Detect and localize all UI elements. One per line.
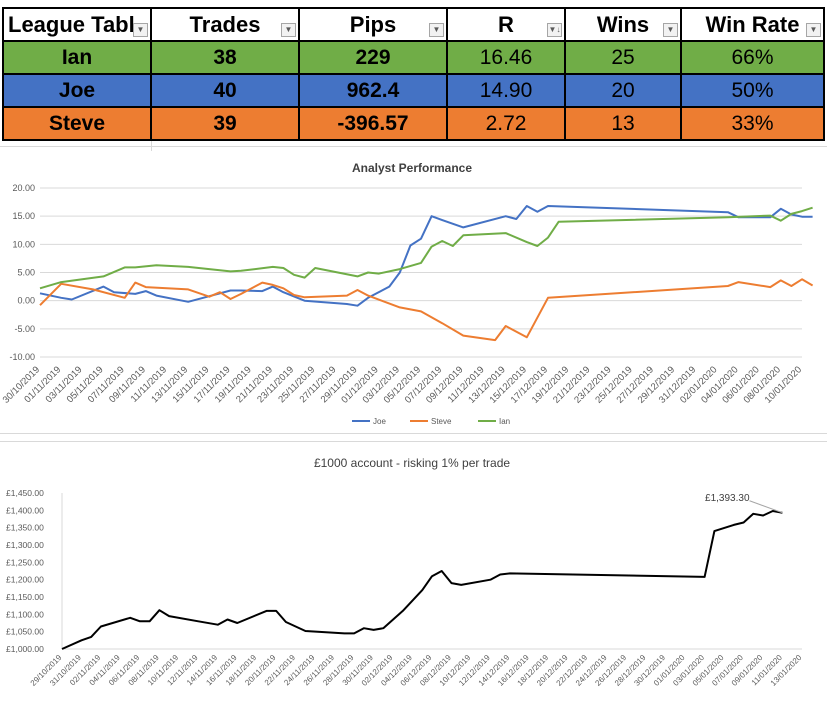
cell-wins[interactable]: 13: [564, 106, 682, 141]
cell-name[interactable]: Steve: [2, 106, 152, 141]
y-tick-label: £1,000.00: [6, 644, 44, 654]
header-cell-win-rate[interactable]: Win Rate ▼: [680, 7, 825, 42]
y-tick-label: -5.00: [14, 324, 35, 334]
header-label: R: [498, 11, 514, 37]
filter-dropdown-icon[interactable]: ▼: [429, 23, 444, 37]
legend-label-steve: Steve: [431, 417, 452, 426]
cell-win-rate[interactable]: 66%: [680, 40, 825, 75]
header-label: Pips: [349, 11, 397, 37]
y-tick-label: 20.00: [12, 183, 35, 193]
league-table-header-row: League Tabl ▼ Trades ▼ Pips ▼ R ▼↓ Wins ▼ Win…: [2, 7, 825, 42]
gridline: [0, 146, 827, 147]
header-label: Win Rate: [705, 11, 800, 37]
analyst-performance-chart[interactable]: Analyst Performance 20.00 15.00 10.00 5.00 0…: [1, 151, 823, 431]
gridline: [0, 433, 827, 434]
filter-dropdown-icon[interactable]: ▼: [281, 23, 296, 37]
cell-trades[interactable]: 40: [150, 73, 300, 108]
header-label: Wins: [596, 11, 650, 37]
table-row: Steve 39 -396.57 2.72 13 33%: [2, 106, 825, 141]
annotation-leader-line: [749, 500, 783, 514]
series-line-balance: [61, 510, 783, 650]
y-tick-label: 5.00: [17, 268, 35, 278]
cell-pips[interactable]: -396.57: [298, 106, 448, 141]
legend-label-ian: Ian: [499, 417, 510, 426]
filter-dropdown-icon[interactable]: ▼: [663, 23, 678, 37]
cell-win-rate[interactable]: 33%: [680, 106, 825, 141]
annotation-label: £1,393.30: [705, 493, 750, 504]
header-label: League Tabl: [8, 11, 135, 37]
cell-name[interactable]: Ian: [2, 40, 152, 75]
header-cell-pips[interactable]: Pips ▼: [298, 7, 448, 42]
y-tick-label: £1,350.00: [6, 523, 44, 533]
cell-pips[interactable]: 962.4: [298, 73, 448, 108]
series-line-joe: [39, 205, 813, 307]
filter-dropdown-icon[interactable]: ▼: [806, 23, 821, 37]
y-tick-label: £1,150.00: [6, 592, 44, 602]
league-table: League Tabl ▼ Trades ▼ Pips ▼ R ▼↓ Wins ▼ Win…: [2, 7, 825, 141]
chart-title: Analyst Performance: [352, 161, 472, 175]
series-line-steve: [39, 278, 814, 342]
header-cell-wins[interactable]: Wins ▼: [564, 7, 682, 42]
cell-r[interactable]: 14.90: [446, 73, 566, 108]
header-label: Trades: [189, 11, 261, 37]
y-tick-label: £1,300.00: [6, 540, 44, 550]
y-tick-label: 10.00: [12, 239, 35, 249]
table-row: Joe 40 962.4 14.90 20 50%: [2, 73, 825, 108]
account-balance-chart[interactable]: £1000 account - risking 1% per trade £1,…: [2, 446, 823, 701]
series-line-ian: [39, 206, 813, 290]
cell-trades[interactable]: 38: [150, 40, 300, 75]
cell-name[interactable]: Joe: [2, 73, 152, 108]
cell-r[interactable]: 2.72: [446, 106, 566, 141]
legend-label-joe: Joe: [373, 417, 386, 426]
account-balance-plot: £1000 account - risking 1% per trade £1,…: [6, 456, 804, 688]
y-tick-label: £1,100.00: [6, 609, 44, 619]
gridline: [151, 140, 152, 152]
filter-dropdown-icon[interactable]: ▼: [133, 23, 148, 37]
sort-descending-icon[interactable]: ▼↓: [547, 23, 562, 37]
y-tick-label: 0.00: [17, 296, 35, 306]
cell-wins[interactable]: 25: [564, 40, 682, 75]
cell-win-rate[interactable]: 50%: [680, 73, 825, 108]
header-cell-name[interactable]: League Tabl ▼: [2, 7, 152, 42]
y-tick-label: £1,200.00: [6, 575, 44, 585]
y-tick-label: -10.00: [9, 352, 35, 362]
y-tick-label: 15.00: [12, 211, 35, 221]
y-tick-label: £1,250.00: [6, 557, 44, 567]
chart-title: £1000 account - risking 1% per trade: [314, 456, 510, 470]
table-row: Ian 38 229 16.46 25 66%: [2, 40, 825, 75]
cell-wins[interactable]: 20: [564, 73, 682, 108]
y-tick-label: £1,400.00: [6, 505, 44, 515]
y-tick-label: £1,450.00: [6, 488, 44, 498]
cell-trades[interactable]: 39: [150, 106, 300, 141]
cell-r[interactable]: 16.46: [446, 40, 566, 75]
header-cell-r[interactable]: R ▼↓: [446, 7, 566, 42]
cell-pips[interactable]: 229: [298, 40, 448, 75]
analyst-performance-plot: Analyst Performance 20.00 15.00 10.00 5.00 0…: [1, 161, 814, 426]
y-tick-label: £1,050.00: [6, 627, 44, 637]
gridline: [0, 441, 827, 442]
header-cell-trades[interactable]: Trades ▼: [150, 7, 300, 42]
